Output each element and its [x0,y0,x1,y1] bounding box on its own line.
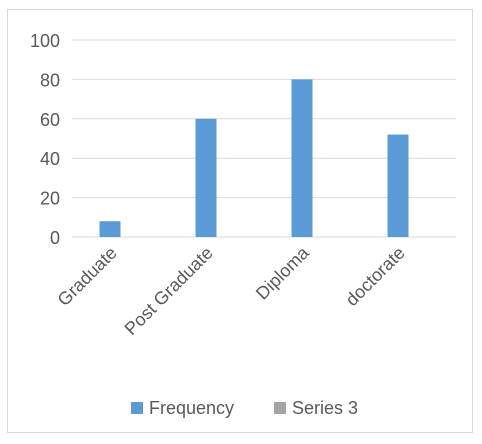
legend-label: Series 3 [292,398,358,418]
y-tick-label: 40 [40,149,60,169]
bar-doctorate [387,134,409,237]
legend-label: Frequency [149,398,234,418]
y-tick-label: 20 [40,189,60,209]
bars [99,79,409,238]
y-tick-label: 0 [50,228,60,248]
x-axis-ticks: Graduate Post Graduate Diploma doctorate [54,242,409,339]
legend-swatch [274,402,286,414]
y-tick-label: 80 [40,70,60,90]
x-tick-label: Post Graduate [121,243,217,339]
x-tick-label: Diploma [252,242,314,304]
bar-diploma [291,79,313,238]
y-tick-label: 100 [30,31,60,51]
bar-graduate [99,221,121,237]
x-tick-label: Graduate [54,243,121,310]
legend-swatch [131,402,143,414]
y-tick-label: 60 [40,110,60,130]
y-axis-ticks: 0 20 40 60 80 100 [30,31,60,248]
legend: Frequency Series 3 [131,398,358,418]
bar-post-graduate [195,118,217,237]
x-tick-label: doctorate [342,243,409,310]
